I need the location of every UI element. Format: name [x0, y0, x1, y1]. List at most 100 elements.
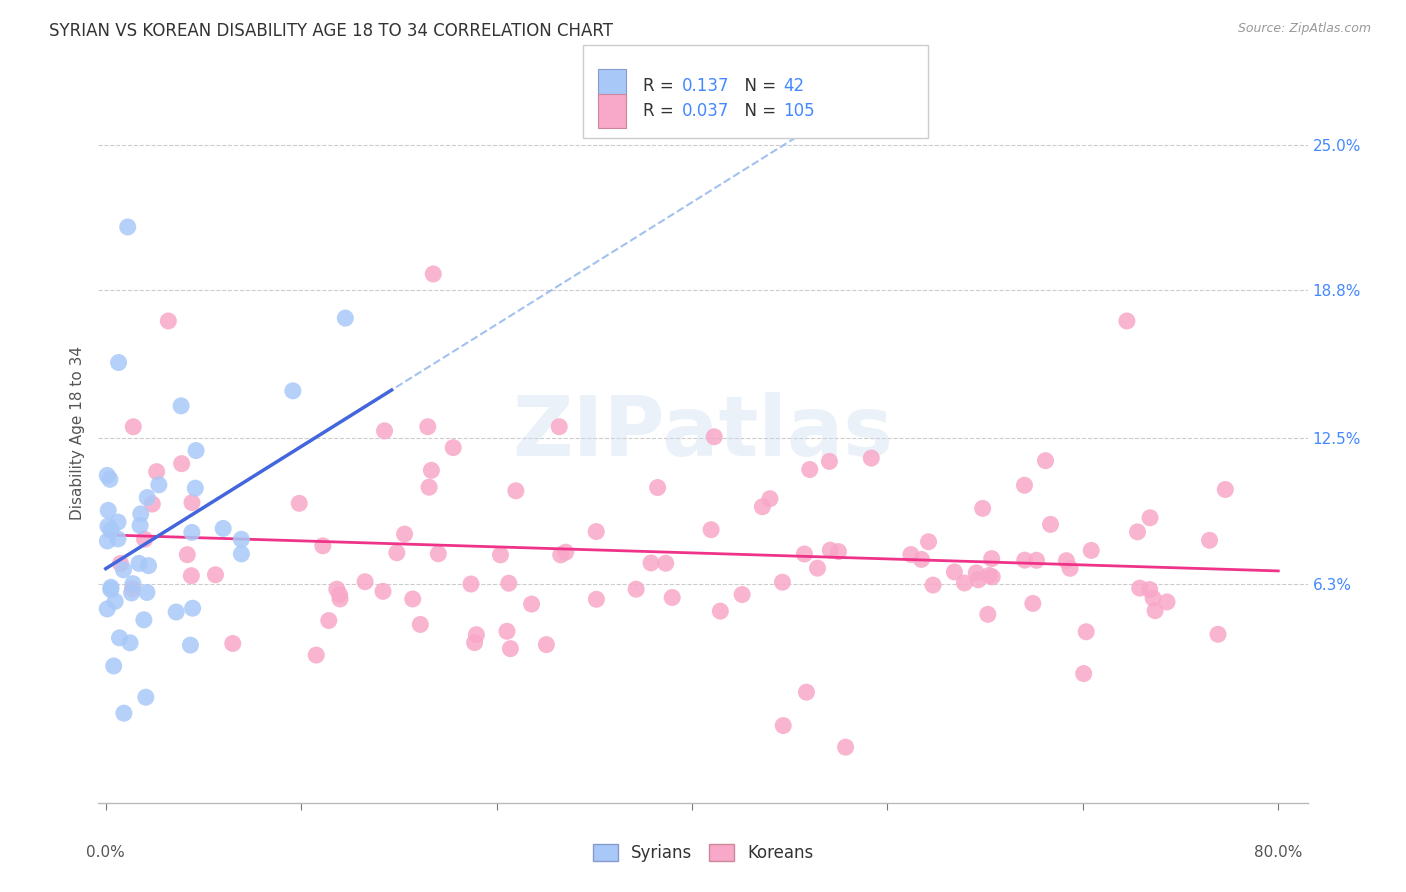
- Point: [1014, 553, 1036, 567]
- Point: [550, 548, 572, 562]
- Point: [128, 557, 150, 571]
- Point: [900, 548, 922, 562]
- Point: [129, 518, 152, 533]
- Point: [980, 551, 1002, 566]
- Point: [179, 638, 201, 652]
- Point: [96, 533, 118, 548]
- Point: [136, 491, 159, 505]
- Point: [709, 604, 731, 618]
- Point: [1115, 314, 1137, 328]
- Point: [117, 219, 139, 234]
- Point: [416, 419, 439, 434]
- Point: [180, 525, 202, 540]
- Point: [520, 597, 543, 611]
- Y-axis label: Disability Age 18 to 34: Disability Age 18 to 34: [69, 345, 84, 520]
- Point: [1215, 483, 1237, 497]
- Point: [1080, 543, 1102, 558]
- Point: [759, 491, 782, 506]
- Point: [96, 602, 118, 616]
- Point: [288, 496, 311, 510]
- Point: [799, 462, 821, 476]
- Point: [100, 580, 122, 594]
- Point: [977, 568, 1000, 582]
- Point: [181, 495, 204, 509]
- Point: [1059, 561, 1081, 575]
- Point: [170, 399, 193, 413]
- Point: [860, 451, 883, 466]
- Text: R =: R =: [643, 77, 679, 95]
- Point: [129, 507, 152, 521]
- Point: [441, 441, 464, 455]
- Point: [374, 424, 396, 438]
- Point: [731, 588, 754, 602]
- Point: [751, 500, 773, 514]
- Point: [100, 523, 122, 537]
- Point: [460, 577, 482, 591]
- Point: [394, 527, 416, 541]
- Text: 105: 105: [783, 102, 814, 120]
- Point: [112, 563, 135, 577]
- Point: [967, 573, 990, 587]
- Point: [104, 594, 127, 608]
- Point: [184, 481, 207, 495]
- Point: [1156, 595, 1178, 609]
- Point: [965, 566, 987, 580]
- Text: 0.137: 0.137: [682, 77, 730, 95]
- Point: [96, 468, 118, 483]
- Text: Source: ZipAtlas.com: Source: ZipAtlas.com: [1237, 22, 1371, 36]
- Point: [1139, 582, 1161, 597]
- Text: 0.0%: 0.0%: [86, 845, 125, 860]
- Point: [700, 523, 723, 537]
- Point: [409, 617, 432, 632]
- Point: [703, 430, 725, 444]
- Point: [157, 314, 180, 328]
- Point: [464, 635, 486, 649]
- Point: [818, 454, 841, 468]
- Point: [231, 547, 253, 561]
- Point: [1198, 533, 1220, 548]
- Point: [136, 585, 159, 599]
- Point: [1025, 553, 1047, 567]
- Point: [499, 641, 522, 656]
- Point: [536, 638, 558, 652]
- Point: [204, 567, 226, 582]
- Text: ZIPatlas: ZIPatlas: [513, 392, 893, 473]
- Point: [548, 419, 571, 434]
- Point: [922, 578, 945, 592]
- Point: [122, 419, 145, 434]
- Point: [103, 659, 125, 673]
- Point: [110, 557, 132, 571]
- Point: [100, 582, 122, 597]
- Point: [1054, 554, 1077, 568]
- Point: [122, 576, 145, 591]
- Point: [402, 591, 425, 606]
- Point: [977, 607, 1000, 622]
- Point: [231, 533, 253, 547]
- Point: [420, 463, 443, 477]
- Point: [148, 478, 170, 492]
- Point: [496, 624, 519, 639]
- Point: [121, 582, 143, 596]
- Point: [371, 584, 394, 599]
- Point: [505, 483, 527, 498]
- Point: [834, 740, 856, 755]
- Point: [1073, 666, 1095, 681]
- Point: [385, 546, 408, 560]
- Point: [335, 311, 357, 326]
- Point: [554, 545, 576, 559]
- Point: [181, 601, 204, 615]
- Point: [820, 543, 842, 558]
- Point: [120, 636, 142, 650]
- Point: [329, 591, 352, 606]
- Point: [772, 718, 794, 732]
- Point: [770, 575, 793, 590]
- Point: [98, 472, 121, 486]
- Point: [112, 706, 135, 721]
- Point: [180, 568, 202, 582]
- Point: [1144, 604, 1167, 618]
- Point: [647, 481, 669, 495]
- Point: [305, 648, 328, 662]
- Text: 0.037: 0.037: [682, 102, 730, 120]
- Point: [953, 576, 976, 591]
- Point: [1076, 624, 1098, 639]
